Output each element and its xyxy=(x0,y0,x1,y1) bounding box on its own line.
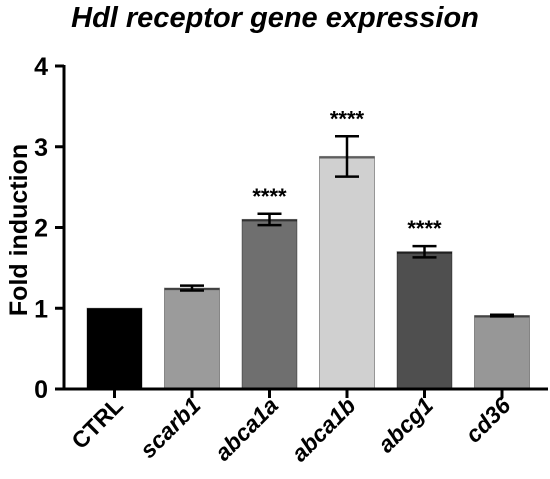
error-bar-abca1b xyxy=(335,135,359,178)
significance-label-abca1b: **** xyxy=(330,106,365,131)
chart-title: Hdl receptor gene expression xyxy=(71,2,479,34)
x-tick-label-abca1b: abca1b xyxy=(286,392,360,466)
bar-CTRL xyxy=(86,307,143,390)
y-axis-ticks: 0 1 2 3 4 xyxy=(34,53,64,404)
y-tick-label: 0 xyxy=(34,376,48,404)
error-bar-abcg1 xyxy=(412,244,437,259)
bar-abca1b xyxy=(319,155,375,390)
x-tick-label-CTRL: CTRL xyxy=(66,392,128,454)
x-tick-label-abca1a: abca1a xyxy=(209,392,283,466)
y-tick-label: 3 xyxy=(34,134,48,162)
bar-abca1a xyxy=(241,218,298,390)
bar-abcg1 xyxy=(396,251,453,390)
bar-scarb1 xyxy=(164,287,220,390)
x-tick-label-cd36: cd36 xyxy=(460,392,516,448)
y-tick-label: 2 xyxy=(34,215,48,243)
significance-label-abca1a: **** xyxy=(252,184,287,209)
bars xyxy=(86,155,530,390)
x-tick-label-scarb1: scarb1 xyxy=(135,392,206,463)
error-bar-abca1a xyxy=(257,212,282,227)
error-bar-cd36 xyxy=(490,313,514,318)
bar-cd36 xyxy=(474,315,530,390)
significance-label-abcg1: **** xyxy=(407,216,442,241)
significance-labels: **** **** **** xyxy=(252,106,442,241)
y-tick-label: 1 xyxy=(34,295,48,323)
error-bar-scarb1 xyxy=(180,284,204,292)
x-tick-label-abcg1: abcg1 xyxy=(373,392,438,457)
x-axis-ticks: CTRL scarb1 abca1a abca1b abcg1 cd36 xyxy=(66,389,516,467)
y-tick-label: 4 xyxy=(34,53,48,81)
y-axis-label: Fold induction xyxy=(5,144,33,316)
error-bars xyxy=(180,135,514,318)
